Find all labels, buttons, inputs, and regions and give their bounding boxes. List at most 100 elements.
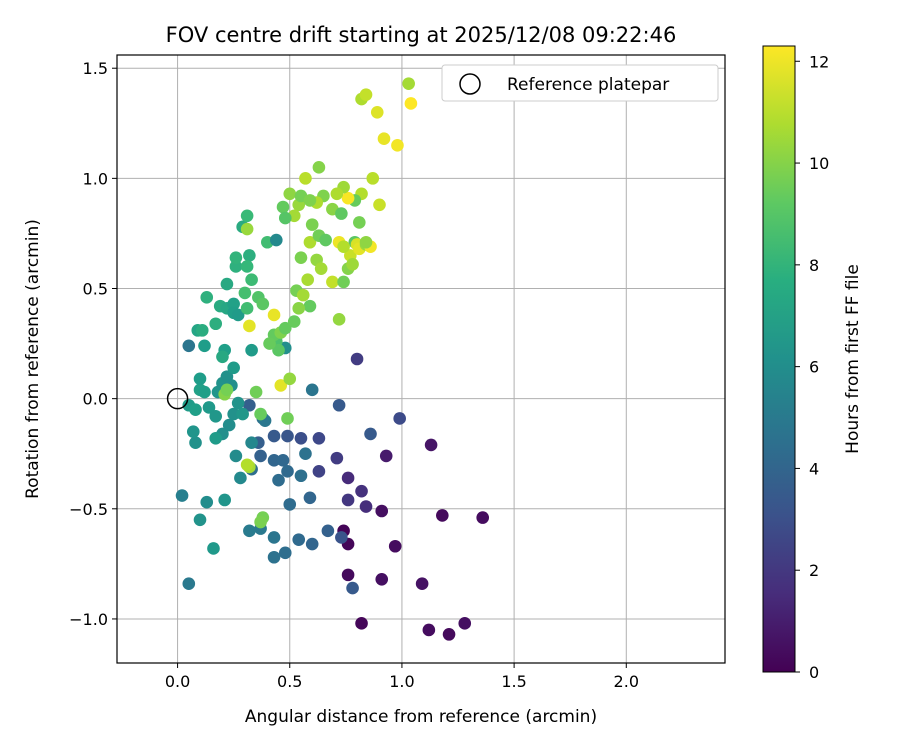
data-point bbox=[393, 412, 406, 425]
y-tick-label: 1.5 bbox=[83, 59, 108, 78]
data-point bbox=[373, 198, 386, 212]
data-point bbox=[281, 429, 294, 443]
x-axis-label: Angular distance from reference (arcmin) bbox=[245, 707, 597, 727]
data-point bbox=[243, 524, 256, 538]
data-point bbox=[198, 385, 211, 399]
colorbar-tick-label: 0 bbox=[809, 663, 819, 682]
data-point bbox=[402, 77, 415, 90]
data-point bbox=[278, 211, 292, 225]
data-point bbox=[276, 200, 290, 214]
data-point bbox=[299, 447, 312, 461]
data-point bbox=[186, 425, 200, 438]
data-point bbox=[278, 321, 292, 335]
data-point bbox=[231, 396, 245, 410]
data-point bbox=[202, 401, 216, 414]
legend-marker bbox=[459, 73, 481, 95]
x-axis-ticks: 0.0 0.5 1.0 1.5 2.0 bbox=[165, 663, 639, 691]
data-point bbox=[312, 161, 326, 174]
data-point bbox=[216, 350, 229, 364]
data-point bbox=[240, 302, 254, 315]
data-point bbox=[243, 398, 256, 412]
legend: Reference platepar bbox=[441, 64, 719, 102]
plot-frame bbox=[116, 54, 726, 664]
data-point bbox=[240, 209, 254, 223]
data-point bbox=[335, 531, 348, 544]
data-point bbox=[229, 251, 243, 264]
data-point bbox=[303, 235, 317, 249]
data-point bbox=[267, 550, 281, 564]
data-point bbox=[341, 191, 355, 205]
data-point bbox=[341, 568, 355, 582]
data-point bbox=[209, 432, 223, 445]
data-point bbox=[283, 187, 297, 201]
data-point bbox=[278, 546, 292, 560]
data-point bbox=[227, 361, 240, 375]
x-tick-label: 2.0 bbox=[614, 672, 639, 691]
data-point bbox=[370, 105, 384, 119]
data-point bbox=[281, 465, 294, 478]
data-point bbox=[303, 299, 317, 313]
data-point bbox=[182, 577, 196, 590]
data-point bbox=[305, 383, 319, 397]
data-point bbox=[424, 438, 438, 452]
data-point bbox=[281, 412, 294, 425]
data-point bbox=[245, 343, 258, 357]
colorbar-tick-label: 2 bbox=[809, 561, 819, 580]
legend-label: Reference platepar bbox=[507, 75, 669, 95]
data-point bbox=[254, 449, 267, 463]
data-point bbox=[321, 524, 335, 538]
data-point bbox=[303, 194, 317, 207]
data-point bbox=[267, 308, 281, 322]
data-point bbox=[292, 533, 306, 546]
data-point bbox=[238, 286, 252, 300]
colorbar-tick-label: 4 bbox=[809, 459, 819, 478]
data-point bbox=[195, 324, 209, 337]
data-point bbox=[193, 372, 207, 386]
legend-box bbox=[441, 64, 719, 102]
data-point bbox=[379, 449, 393, 463]
data-point bbox=[274, 379, 288, 392]
data-point bbox=[337, 240, 350, 253]
x-tick-label: 1.0 bbox=[389, 672, 414, 691]
data-point bbox=[231, 308, 245, 322]
data-point bbox=[377, 132, 391, 146]
data-point bbox=[332, 398, 346, 412]
data-point bbox=[375, 504, 389, 518]
data-point bbox=[240, 458, 254, 472]
data-point bbox=[292, 302, 306, 315]
data-point bbox=[229, 260, 243, 273]
data-point bbox=[303, 491, 317, 505]
data-point bbox=[209, 409, 223, 423]
data-point bbox=[364, 427, 377, 441]
chart-title: FOV centre drift starting at 2025/12/08 … bbox=[166, 23, 677, 47]
data-point bbox=[189, 403, 202, 416]
data-point bbox=[276, 454, 290, 467]
data-point bbox=[267, 454, 281, 467]
y-tick-label: −1.0 bbox=[69, 610, 108, 629]
data-point bbox=[236, 407, 249, 421]
data-point bbox=[222, 418, 236, 432]
data-point bbox=[305, 537, 319, 551]
data-point bbox=[189, 436, 202, 450]
data-point bbox=[227, 297, 240, 311]
data-point bbox=[207, 542, 220, 555]
data-point bbox=[330, 187, 344, 201]
data-point bbox=[254, 515, 267, 529]
data-point bbox=[355, 617, 368, 630]
data-point bbox=[346, 581, 359, 595]
data-point bbox=[272, 473, 285, 487]
data-point bbox=[243, 249, 256, 262]
data-point bbox=[272, 343, 285, 357]
data-point bbox=[256, 297, 270, 311]
colorbar-label: Hours from first FF file bbox=[843, 264, 863, 454]
data-point bbox=[294, 251, 308, 264]
data-point bbox=[227, 407, 240, 421]
y-tick-label: 0.5 bbox=[83, 280, 108, 299]
data-point bbox=[200, 291, 214, 304]
data-point bbox=[442, 628, 456, 641]
data-point bbox=[299, 172, 312, 185]
data-point bbox=[283, 498, 297, 511]
y-tick-label: 0.0 bbox=[83, 390, 108, 409]
grid-lines bbox=[117, 55, 725, 663]
data-point bbox=[353, 216, 366, 229]
